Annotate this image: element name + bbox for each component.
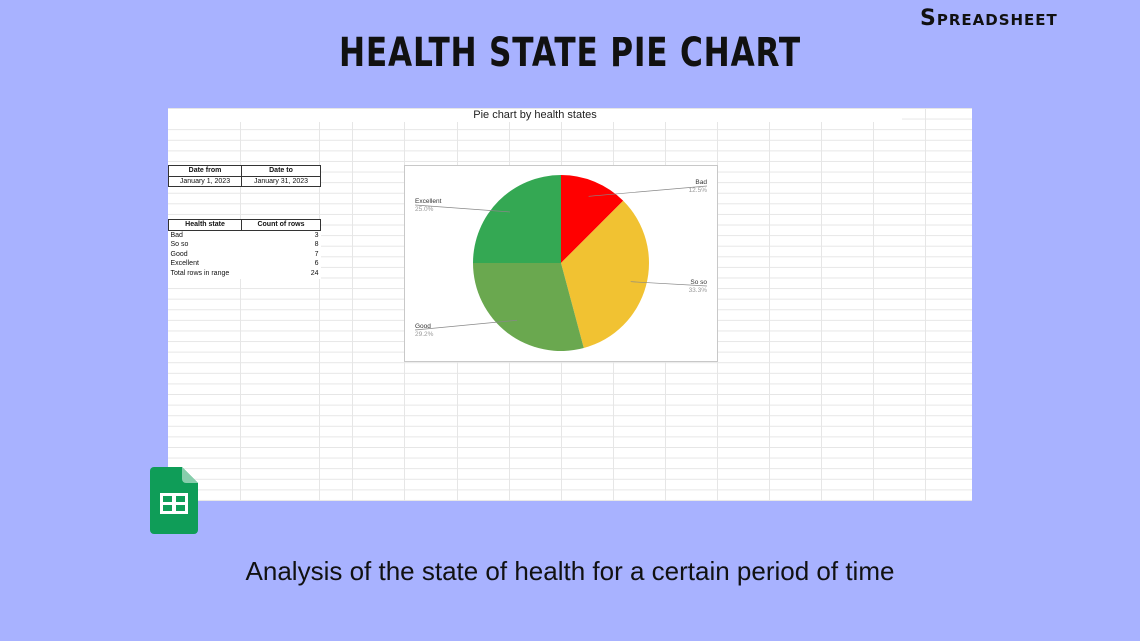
count-cell[interactable]: 8 (314, 241, 319, 249)
slice-percent-label: 25.0% (415, 206, 434, 213)
total-label-cell[interactable]: Total rows in range (170, 269, 230, 277)
pie-slice-excellent[interactable] (473, 175, 561, 263)
leader-line (414, 204, 511, 213)
state-cell[interactable]: Excellent (170, 260, 199, 268)
slice-label: So so (690, 279, 707, 286)
slice-label: Good (415, 323, 431, 330)
date-to-header: Date to (241, 165, 321, 177)
date-range-table: Date from Date to January 1, 2023 Januar… (168, 165, 321, 188)
date-to-value[interactable]: January 31, 2023 (241, 175, 321, 188)
pie-slice-good[interactable] (473, 263, 584, 351)
google-sheets-icon (150, 467, 198, 534)
pie-slice-so-so[interactable] (561, 200, 649, 349)
table-row: Good 7 (169, 250, 321, 260)
brand-label: Spreadsheet (920, 6, 1058, 31)
table-row: Excellent 6 (169, 259, 321, 269)
date-from-value[interactable]: January 1, 2023 (168, 175, 242, 188)
health-state-header: Health state (168, 219, 242, 231)
total-value-cell[interactable]: 24 (310, 269, 319, 277)
chart-title: Pie chart by health states (168, 109, 902, 122)
leader-line (414, 319, 518, 331)
page-subtitle: Analysis of the state of health for a ce… (245, 556, 895, 586)
slice-percent-label: 12.5% (689, 187, 708, 194)
pie-slice-bad[interactable] (561, 175, 624, 263)
spreadsheet-area: Pie chart by health states Date from Dat… (168, 108, 972, 501)
page-title: HEALTH STATE PIE CHART (339, 30, 801, 76)
leader-line (630, 281, 708, 287)
slice-percent-label: 29.2% (415, 331, 434, 338)
leader-line (588, 185, 708, 197)
pie-chart-box[interactable]: Bad 12.5% So so 33.3% Good 29.2% Excellent 25.0… (404, 165, 718, 362)
count-header: Count of rows (241, 219, 321, 231)
health-state-table: Health state Count of rows Bad 3 So so 8… (168, 219, 321, 279)
count-cell[interactable]: 6 (314, 260, 319, 268)
slice-label: Bad (695, 179, 707, 186)
count-cell[interactable]: 3 (314, 231, 319, 239)
state-cell[interactable]: Good (170, 250, 188, 258)
slice-label: Excellent (415, 198, 442, 205)
date-from-header: Date from (168, 165, 242, 177)
table-row: Total rows in range 24 (169, 269, 321, 279)
state-cell[interactable]: So so (170, 241, 189, 249)
table-row: Bad 3 (169, 230, 321, 240)
state-cell[interactable]: Bad (170, 231, 183, 239)
count-cell[interactable]: 7 (314, 250, 319, 258)
table-row: So so 8 (169, 240, 321, 250)
slice-percent-label: 33.3% (689, 287, 708, 294)
